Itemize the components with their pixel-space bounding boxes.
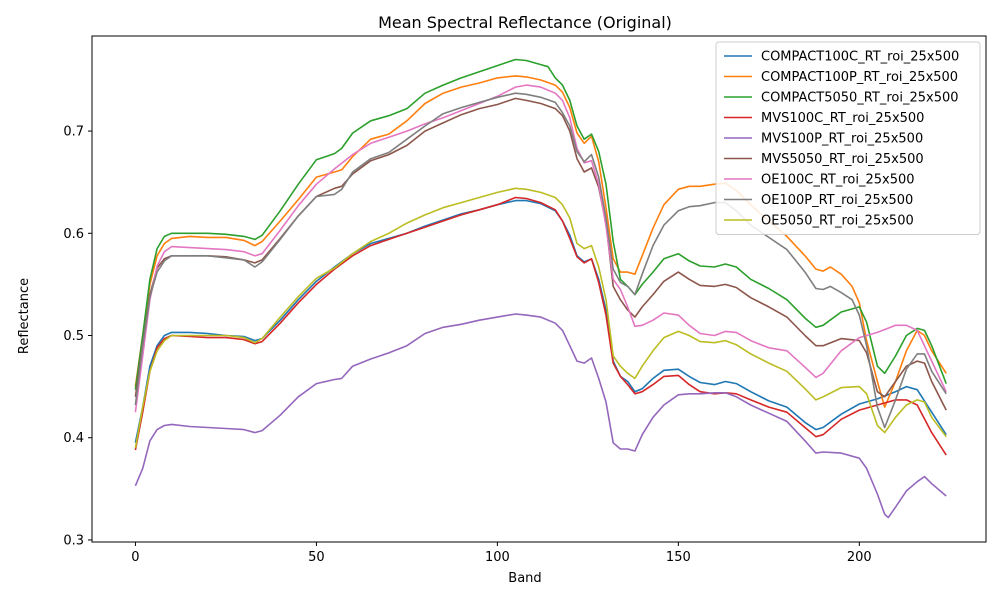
legend-label: COMPACT100P_RT_roi_25x500 — [761, 70, 958, 85]
legend-label: OE100C_RT_roi_25x500 — [761, 173, 915, 188]
legend-box — [715, 41, 981, 235]
legend-label: MVS100P_RT_roi_25x500 — [761, 132, 923, 147]
series-layer — [134, 58, 947, 519]
series-line-5 — [134, 313, 947, 519]
x-tick-label: 150 — [666, 550, 691, 565]
x-tick-label: 200 — [847, 550, 872, 565]
series-line-9 — [134, 187, 947, 449]
y-tick-label: 0.4 — [63, 431, 84, 446]
legend-label: COMPACT5050_RT_roi_25x500 — [761, 91, 959, 106]
legend-label: OE100P_RT_roi_25x500 — [761, 193, 913, 208]
chart-title: Mean Spectral Reflectance (Original) — [378, 13, 672, 32]
y-axis: 0.3 0.4 0.5 0.6 0.7 — [63, 125, 92, 548]
legend-label: MVS100C_RT_roi_25x500 — [761, 111, 924, 126]
legend: COMPACT100C_RT_roi_25x500 COMPACT100P_RT_… — [715, 41, 981, 235]
x-tick-label: 0 — [131, 550, 139, 565]
legend-label: COMPACT100C_RT_roi_25x500 — [761, 50, 959, 65]
y-tick-label: 0.6 — [63, 227, 84, 242]
y-tick-label: 0.7 — [63, 125, 84, 140]
y-tick-label: 0.3 — [63, 533, 84, 548]
legend-label: MVS5050_RT_roi_25x500 — [761, 152, 924, 167]
x-axis: 0 50 100 150 200 — [131, 542, 872, 565]
y-tick-label: 0.5 — [63, 329, 84, 344]
plot-frame — [91, 35, 987, 543]
legend-label: OE5050_RT_roi_25x500 — [761, 214, 914, 229]
series-line-8 — [134, 92, 947, 429]
series-line-7 — [134, 84, 947, 413]
y-axis-title: Reflectance — [17, 278, 32, 354]
x-tick-label: 50 — [308, 550, 325, 565]
series-line-2 — [134, 75, 947, 408]
x-axis-title: Band — [508, 571, 541, 586]
x-tick-label: 100 — [485, 550, 510, 565]
series-line-4 — [134, 196, 947, 456]
series-line-3 — [134, 58, 947, 390]
series-line-6 — [134, 97, 947, 411]
